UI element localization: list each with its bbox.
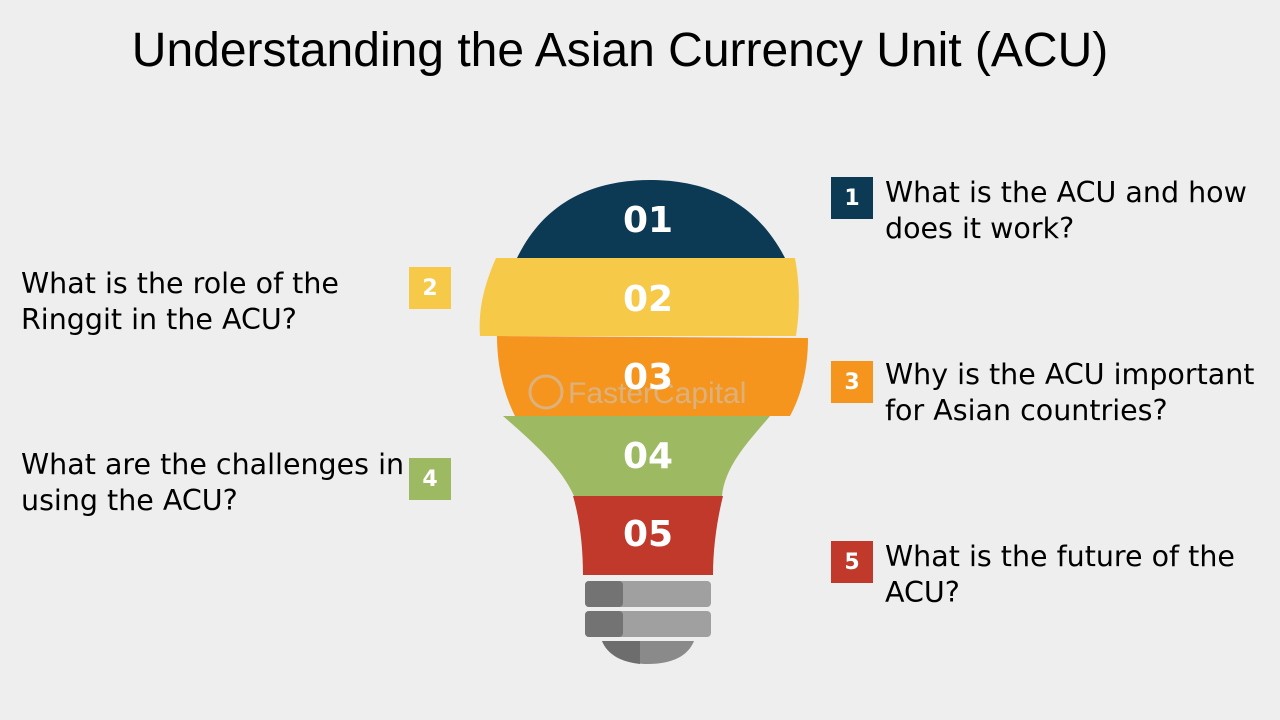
- question-2: What is the role of the Ringgit in the A…: [21, 266, 339, 338]
- svg-text:FasterCapital: FasterCapital: [568, 377, 746, 410]
- badge-1: 1: [831, 177, 873, 219]
- question-5-line-2: ACU?: [885, 576, 960, 609]
- question-4-line-1: What are the challenges in: [21, 448, 405, 481]
- badge-5: 5: [831, 541, 873, 583]
- bulb-segment-01: [517, 180, 785, 258]
- bulb-segment-04: [503, 416, 770, 496]
- bulb-base: [585, 581, 711, 664]
- segment-number-05: 05: [623, 514, 673, 555]
- page-title: Understanding the Asian Currency Unit (A…: [131, 24, 1109, 77]
- question-1-line-1: What is the ACU and how: [885, 176, 1247, 209]
- segment-number-01: 01: [623, 200, 673, 241]
- question-3-line-1: Why is the ACU important: [885, 358, 1255, 391]
- question-3: Why is the ACU important for Asian count…: [885, 357, 1254, 429]
- segment-number-02: 02: [623, 279, 673, 320]
- badge-2: 2: [409, 267, 451, 309]
- question-2-line-2: Ringgit in the ACU?: [21, 303, 297, 336]
- watermark: FasterCapital: [528, 374, 746, 410]
- question-2-line-1: What is the role of the: [21, 267, 339, 300]
- bulb-segment-05: [573, 496, 723, 575]
- segment-number-03: 03: [623, 357, 673, 398]
- badge-4: 4: [409, 458, 451, 500]
- question-3-line-2: for Asian countries?: [885, 394, 1168, 427]
- question-5-line-1: What is the future of the: [885, 540, 1235, 573]
- badge-3: 3: [831, 361, 873, 403]
- question-1: What is the ACU and how does it work?: [885, 175, 1247, 247]
- question-4: What are the challenges in using the ACU…: [21, 447, 404, 519]
- segment-number-04: 04: [623, 436, 673, 477]
- bulb-segment-03: [497, 336, 808, 416]
- question-5: What is the future of the ACU?: [885, 539, 1235, 611]
- question-4-line-2: using the ACU?: [21, 484, 238, 517]
- question-1-line-2: does it work?: [885, 212, 1075, 245]
- bulb-segment-02: [479, 258, 799, 336]
